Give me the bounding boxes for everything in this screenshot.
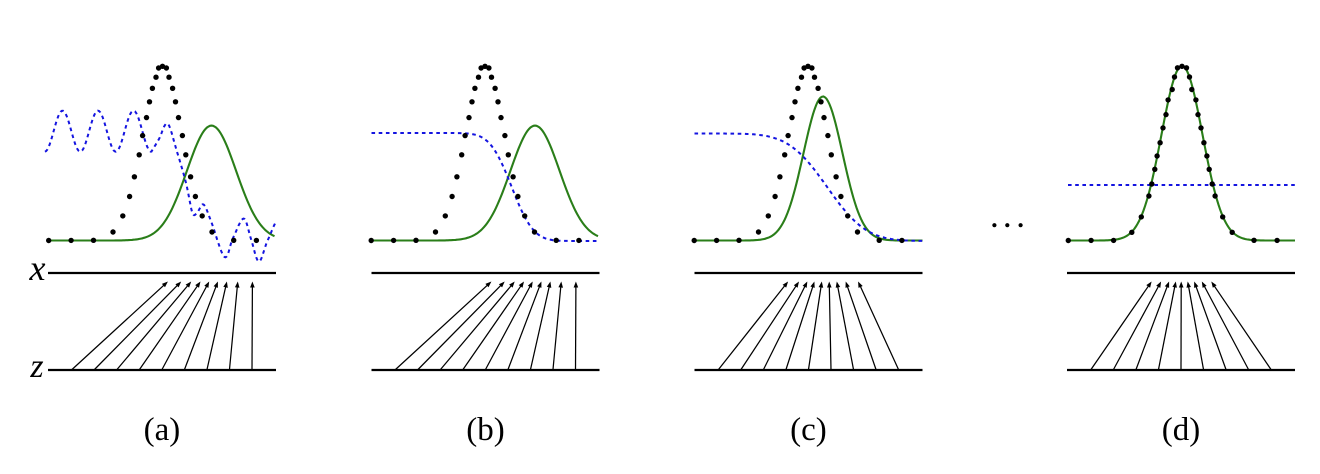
svg-text:x: x <box>29 248 46 288</box>
svg-text:(b): (b) <box>466 412 504 448</box>
svg-text:(d): (d) <box>1162 412 1200 448</box>
svg-text:z: z <box>29 348 43 385</box>
svg-text:(c): (c) <box>790 412 827 448</box>
svg-text:(a): (a) <box>144 412 181 448</box>
